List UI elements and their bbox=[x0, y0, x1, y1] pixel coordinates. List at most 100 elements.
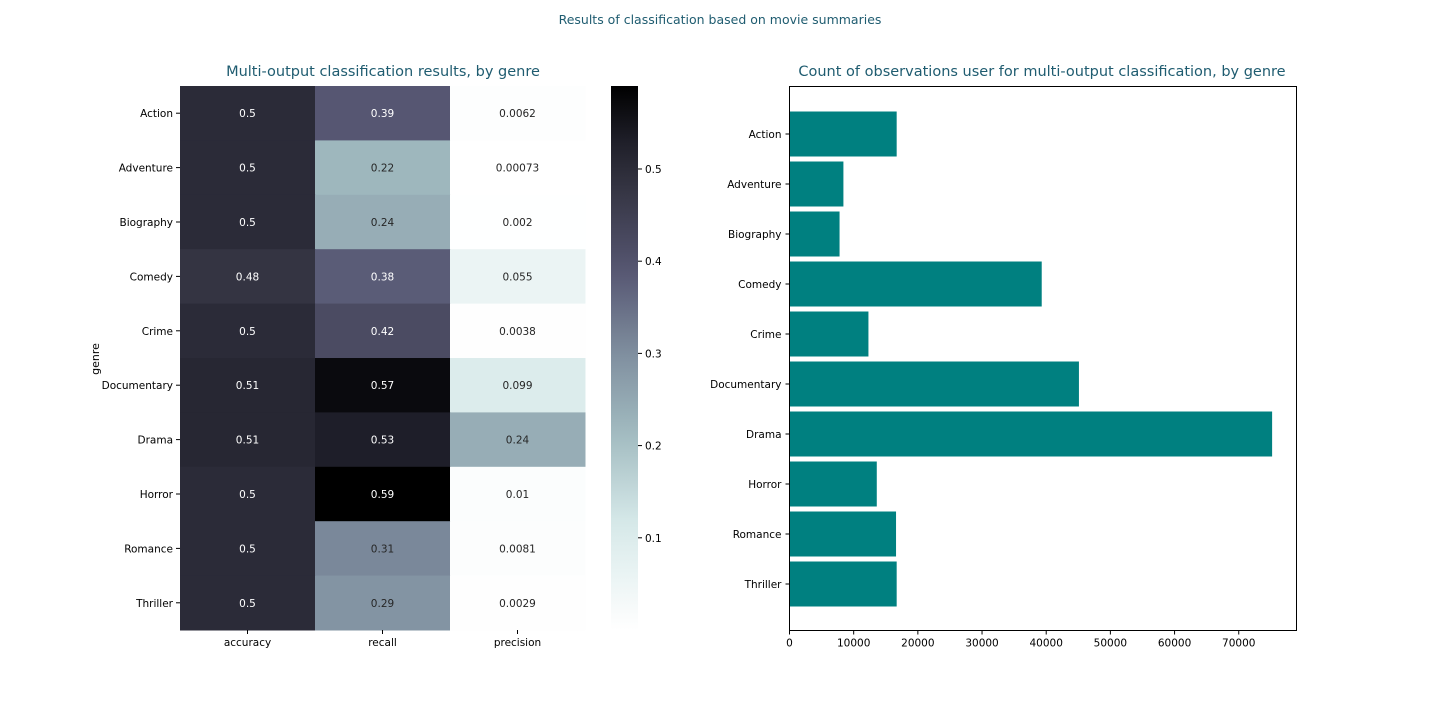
heatmap-cell bbox=[315, 303, 451, 359]
heatmap-cell-label: 0.5 bbox=[239, 108, 256, 120]
heatmap-cell-label: 0.57 bbox=[371, 380, 394, 392]
heatmap-cell-label: 0.5 bbox=[239, 543, 256, 555]
heatmap-cell bbox=[180, 140, 316, 196]
figure-suptitle: Results of classification based on movie… bbox=[559, 12, 882, 27]
heatmap-cell-label: 0.53 bbox=[371, 435, 394, 447]
heatmap-y-tick-label: Crime bbox=[142, 326, 173, 338]
heatmap-cell bbox=[450, 412, 586, 468]
heatmap-cell-label: 0.38 bbox=[371, 271, 394, 283]
heatmap-cell bbox=[450, 521, 586, 577]
heatmap-cell-label: 0.59 bbox=[371, 489, 394, 501]
heatmap-x-tick-label: recall bbox=[368, 637, 397, 649]
heatmap-cell bbox=[180, 249, 316, 305]
heatmap-cell-label: 0.01 bbox=[506, 489, 529, 501]
heatmap-cell-label: 0.29 bbox=[371, 598, 394, 610]
heatmap-cell bbox=[315, 575, 451, 631]
heatmap-cell-label: 0.0081 bbox=[499, 543, 536, 555]
heatmap-title: Multi-output classification results, by … bbox=[226, 64, 540, 80]
heatmap-cell-label: 0.0029 bbox=[499, 598, 536, 610]
bar-x-tick-label: 40000 bbox=[1030, 638, 1063, 650]
heatmap-cell-label: 0.5 bbox=[239, 598, 256, 610]
bar-y-tick-label: Drama bbox=[746, 429, 782, 441]
bar-chart-title: Count of observations user for multi-out… bbox=[798, 64, 1285, 80]
bar-chart: Count of observations user for multi-out… bbox=[710, 64, 1297, 650]
heatmap-cell bbox=[450, 466, 586, 522]
heatmap-x-ticks: accuracy recall precision bbox=[224, 630, 541, 649]
heatmap-x-tick-label: accuracy bbox=[224, 637, 271, 649]
bar-chart-frame bbox=[789, 86, 1297, 631]
heatmap-cell-label: 0.00073 bbox=[496, 163, 539, 175]
heatmap-cell bbox=[180, 303, 316, 359]
heatmap-cell bbox=[450, 303, 586, 359]
bar bbox=[789, 461, 877, 507]
heatmap-cell bbox=[315, 249, 451, 305]
bar-y-tick-label: Romance bbox=[733, 529, 782, 541]
colorbar-tick-label: 0.4 bbox=[645, 256, 662, 268]
heatmap-cell bbox=[450, 86, 586, 141]
bar-x-tick-label: 60000 bbox=[1158, 638, 1191, 650]
heatmap-y-tick-label: Thriller bbox=[135, 598, 174, 610]
heatmap-cell-label: 0.22 bbox=[371, 163, 394, 175]
bar-y-tick-label: Biography bbox=[728, 229, 782, 241]
bar-x-tick-label: 50000 bbox=[1094, 638, 1127, 650]
heatmap-cell-label: 0.5 bbox=[239, 217, 256, 229]
heatmap-cell bbox=[180, 521, 316, 577]
bar-y-tick-label: Crime bbox=[750, 329, 781, 341]
bar bbox=[789, 261, 1042, 307]
heatmap-y-ticks: Action Adventure Biography Comedy Crime Docum… bbox=[102, 108, 180, 610]
bar bbox=[789, 161, 844, 207]
colorbar-tick-label: 0.3 bbox=[645, 348, 662, 360]
heatmap-cell-label: 0.5 bbox=[239, 489, 256, 501]
heatmap-y-tick-label: Drama bbox=[138, 435, 174, 447]
heatmap-cell bbox=[450, 194, 586, 250]
heatmap-cell bbox=[180, 194, 316, 250]
heatmap-y-tick-label: Horror bbox=[140, 489, 174, 501]
bar bbox=[789, 561, 897, 607]
bar bbox=[789, 211, 840, 257]
bar-x-tick-label: 20000 bbox=[901, 638, 934, 650]
bar-chart-bars bbox=[789, 111, 1273, 607]
bar-chart-x-ticks: 0 10000 20000 30000 40000 50000 60000 70000 bbox=[786, 630, 1255, 650]
bar-y-tick-label: Documentary bbox=[710, 379, 781, 391]
heatmap-cell-label: 0.5 bbox=[239, 326, 256, 338]
heatmap-cell bbox=[315, 140, 451, 196]
heatmap-cell bbox=[315, 412, 451, 468]
bar-x-tick-label: 30000 bbox=[965, 638, 998, 650]
bar bbox=[789, 361, 1079, 407]
heatmap-cell bbox=[450, 575, 586, 631]
heatmap-cell-label: 0.51 bbox=[236, 435, 259, 447]
heatmap-cell bbox=[180, 575, 316, 631]
heatmap-cell-label: 0.42 bbox=[371, 326, 394, 338]
bar-x-tick-label: 10000 bbox=[837, 638, 870, 650]
heatmap-cell-label: 0.0038 bbox=[499, 326, 536, 338]
heatmap-y-tick-label: Action bbox=[140, 108, 173, 120]
bar-x-tick-label: 0 bbox=[786, 638, 793, 650]
heatmap-cell bbox=[315, 466, 451, 522]
heatmap-cell-label: 0.51 bbox=[236, 380, 259, 392]
bar-y-tick-label: Horror bbox=[748, 479, 782, 491]
heatmap-cell-label: 0.31 bbox=[371, 543, 394, 555]
heatmap-cell bbox=[450, 358, 586, 413]
heatmap-cell bbox=[180, 358, 316, 413]
heatmap-y-axis-label: genre bbox=[89, 343, 102, 375]
heatmap-y-tick-label: Comedy bbox=[130, 271, 173, 283]
heatmap-cell-label: 0.39 bbox=[371, 108, 394, 120]
heatmap-y-tick-label: Adventure bbox=[119, 163, 173, 175]
heatmap-cell bbox=[180, 466, 316, 522]
bar-y-tick-label: Comedy bbox=[738, 279, 781, 291]
bar bbox=[789, 411, 1273, 457]
heatmap-cell bbox=[315, 86, 451, 141]
heatmap-cell-label: 0.24 bbox=[371, 217, 395, 229]
heatmap-cell-label: 0.24 bbox=[506, 435, 530, 447]
heatmap-cell bbox=[315, 194, 451, 250]
bar bbox=[789, 311, 869, 357]
colorbar-tick-label: 0.2 bbox=[645, 441, 662, 453]
heatmap-cell bbox=[180, 412, 316, 468]
bar-x-tick-label: 70000 bbox=[1222, 638, 1255, 650]
heatmap-x-tick-label: precision bbox=[494, 637, 541, 649]
heatmap-cell bbox=[450, 249, 586, 305]
heatmap-y-tick-label: Biography bbox=[120, 217, 174, 229]
heatmap-cell-label: 0.055 bbox=[502, 271, 532, 283]
bar-y-tick-label: Adventure bbox=[727, 179, 781, 191]
